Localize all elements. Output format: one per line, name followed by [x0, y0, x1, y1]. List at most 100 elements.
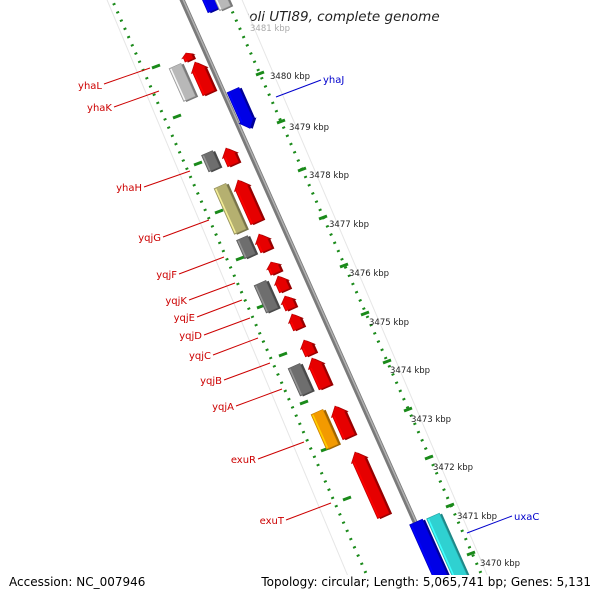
gene-block-highlight	[203, 0, 210, 12]
gene-label-yqjD: yqjD	[179, 331, 202, 342]
tick-mark	[342, 495, 352, 502]
leader-uxaC	[466, 515, 513, 534]
tick-mark	[403, 406, 413, 413]
tick-mark	[297, 166, 307, 173]
gene-block	[236, 235, 256, 260]
tick-mark	[299, 399, 309, 406]
accession-text: Accession: NC_007946	[9, 575, 146, 589]
gene-label-yhaK: yhaK	[87, 103, 112, 114]
gene-label-yhaH: yhaH	[116, 183, 142, 194]
gene-block-yqjC	[299, 339, 316, 358]
gene-label-yqjG: yqjG	[138, 233, 161, 244]
gene-block-yqjD-highlight	[290, 321, 296, 330]
gene-block-yqjD	[287, 313, 304, 332]
scale-label: 3476 kbp	[349, 269, 389, 279]
gene-block-yqjK	[273, 275, 290, 294]
tick-mark	[360, 310, 370, 317]
gene-block-yhaJ	[226, 87, 255, 129]
scale-label: 3481 kbp	[250, 24, 290, 34]
gene-block-yqjG-highlight	[215, 188, 237, 234]
leader-yhaK	[113, 90, 160, 108]
tick-mark	[424, 454, 434, 461]
gene-block-uxaC-highlight	[427, 518, 455, 575]
tick-mark	[151, 63, 161, 70]
gene-block-yhaK-highlight	[193, 71, 205, 95]
tick-mark	[339, 262, 349, 269]
tick-mark	[382, 358, 392, 365]
gene-block-highlight	[215, 0, 222, 10]
gene-label-yhaL: yhaL	[78, 81, 102, 92]
gene-block-yhaH	[233, 179, 264, 226]
gene-label-yhaJ: yhaJ	[323, 75, 344, 86]
leader-yqjF	[178, 256, 225, 275]
gene-block	[201, 150, 221, 173]
leader-yqjC	[212, 337, 259, 356]
gene-block-yqjB-highlight	[310, 367, 321, 389]
gene-label-yqjC: yqjC	[189, 351, 211, 362]
tick-mark	[193, 160, 203, 167]
leader-exuR	[257, 441, 305, 460]
scale-label: 3472 kbp	[433, 463, 473, 473]
tick-mark	[172, 113, 182, 120]
map-band	[106, 0, 488, 575]
gene-block	[287, 363, 313, 397]
gene-block-highlight	[184, 57, 187, 61]
guide-line-inner	[110, 0, 369, 575]
outer-ticks	[255, 70, 476, 557]
gene-block-yqjF-highlight	[257, 242, 263, 252]
gene-block-uxaC	[426, 512, 468, 575]
gene-block	[221, 147, 240, 168]
leader-yhaJ	[275, 79, 322, 98]
gene-block	[181, 52, 194, 63]
tick-mark	[318, 214, 328, 221]
genes-layer	[168, 0, 470, 575]
gene-block-yqjG	[213, 183, 247, 235]
gene-block-yhaK	[190, 61, 216, 97]
gene-block	[253, 280, 279, 314]
leader-yqjB	[223, 362, 271, 381]
tick-mark	[255, 70, 265, 77]
scale-label: 3477 kbp	[329, 220, 369, 230]
scale-label: 3478 kbp	[309, 171, 349, 181]
gene-block-exuT-highlight	[353, 461, 380, 518]
gene-label-yqjF: yqjF	[156, 270, 177, 281]
gene-label-yqjE: yqjE	[174, 313, 195, 324]
gene-block-highlight	[237, 240, 247, 258]
gene-block-highlight	[289, 368, 302, 395]
gene-label-uxaC: uxaC	[514, 512, 539, 523]
scale-label: 3470 kbp	[480, 559, 520, 569]
leader-yhaH	[143, 170, 191, 188]
gene-label-yqjA: yqjA	[212, 402, 234, 413]
guide-line-outer	[225, 0, 484, 575]
gene-block-yhaJ-highlight	[228, 92, 243, 123]
gene-block-exuT	[350, 451, 390, 519]
gene-block-highlight	[268, 268, 273, 275]
leader-exuT	[285, 502, 332, 521]
scale-label: 3473 kbp	[411, 415, 451, 425]
label-leaders	[103, 67, 513, 534]
gene-block-exuR-highlight	[312, 414, 329, 449]
scale-label: 3475 kbp	[369, 318, 409, 328]
gene-block-yqjA-highlight	[333, 415, 345, 439]
scale-label: 3480 kbp	[270, 72, 310, 82]
gene-block-highlight	[224, 156, 230, 166]
gene-label-yqjB: yqjB	[200, 376, 222, 387]
gene-block	[214, 0, 231, 12]
genome-backbone-highlight	[182, 0, 441, 575]
leader-yhaL	[103, 67, 151, 85]
leader-yqjG	[162, 219, 210, 238]
leader-yqjK	[188, 282, 236, 301]
tick-mark	[278, 351, 288, 358]
scale-label: 3471 kbp	[457, 512, 497, 522]
gene-block-yhaL-highlight	[170, 68, 186, 101]
gene-block-highlight	[255, 285, 268, 312]
topology-text: Topology: circular; Length: 5,065,741 bp…	[261, 575, 591, 589]
gene-label-yqjK: yqjK	[165, 296, 187, 307]
gene-block-exuR	[310, 409, 339, 450]
tick-mark	[235, 255, 245, 262]
gene-block-yqjA	[330, 405, 356, 441]
gene-block-highlight	[410, 524, 435, 575]
tick-mark	[214, 208, 224, 215]
gene-block-yqjK-highlight	[276, 283, 282, 292]
